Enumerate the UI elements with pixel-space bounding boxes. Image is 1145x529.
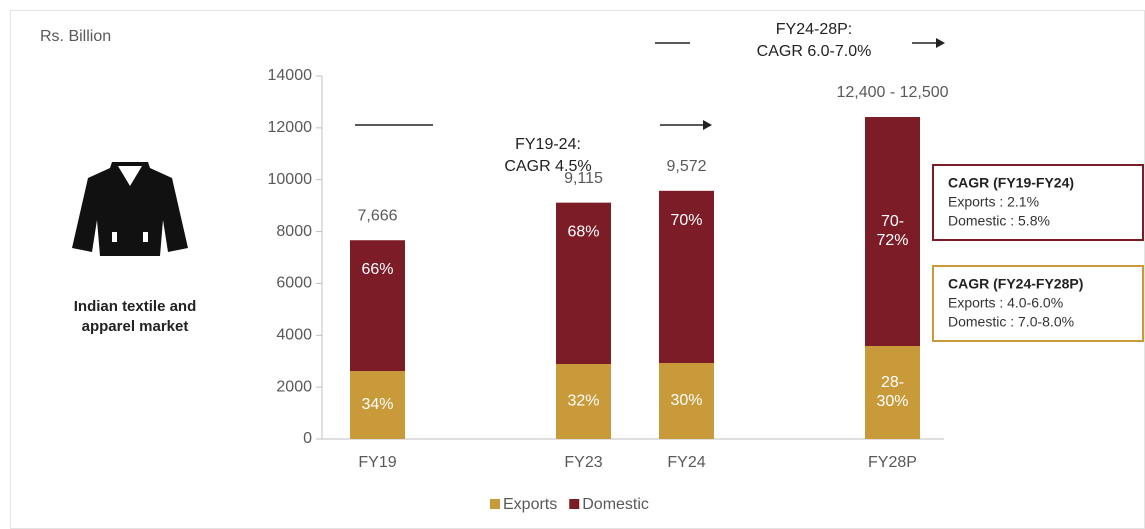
cagr-box [932,164,1144,241]
box-line: Exports : 4.0-6.0% [948,295,1063,311]
arrow-head [936,38,945,48]
y-tick-label: 2000 [276,378,312,395]
bar-segment [556,202,611,365]
bar-segment [350,240,405,372]
bar-segment [556,364,611,439]
share-label: 28-30% [876,374,908,410]
side-label: Indian textile and apparel market [74,298,197,335]
share-label: 34% [361,396,393,413]
total-label: 12,400 - 12,500 [836,84,948,101]
cagr-box [932,265,1144,342]
y-tick-label: 8000 [276,223,312,240]
jacket-icon [72,162,188,256]
arrow-head [703,120,712,130]
box-title: CAGR (FY19-FY24) [948,175,1074,191]
y-tick-label: 10000 [268,171,313,188]
cagr-label: FY24-28P: [776,21,852,38]
share-label: 32% [567,393,599,410]
cagr-label: CAGR 6.0-7.0% [757,43,872,60]
cagr-label: CAGR 4.5% [504,158,591,175]
bar-segment [659,363,714,439]
total-label: 9,572 [666,158,706,175]
y-tick-label: 6000 [276,275,312,292]
box-line: Domestic : 5.8% [948,213,1050,229]
share-label: 66% [361,261,393,278]
y-tick-label: 0 [303,430,312,447]
legend-swatch [490,499,500,509]
box-line: Exports : 2.1% [948,194,1039,210]
y-tick-label: 4000 [276,327,312,344]
bar-segment [350,371,405,439]
bar-segment [865,345,920,439]
box-line: Domestic : 7.0-8.0% [948,314,1074,330]
cagr-label: FY19-24: [515,136,581,153]
share-label: 70-72% [876,213,908,249]
legend-swatch [569,499,580,509]
y-tick-label: 14000 [268,67,313,84]
share-label: 70% [670,212,702,229]
total-label: 7,666 [357,207,397,224]
x-tick-label: FY19 [358,454,396,471]
legend-label: Domestic [582,496,649,513]
box-title: CAGR (FY24-FY28P) [948,276,1083,292]
x-tick-label: FY23 [564,454,602,471]
legend-label: Exports [503,496,557,513]
x-tick-label: FY24 [667,454,705,471]
unit-label: Rs. Billion [40,28,111,45]
bar-segment [659,190,714,364]
share-label: 68% [567,224,599,241]
total-label: 9,115 [564,170,603,187]
share-label: 30% [670,392,702,409]
bar-segment [865,117,920,346]
y-tick-label: 12000 [268,119,313,136]
x-tick-label: FY28P [868,454,917,471]
